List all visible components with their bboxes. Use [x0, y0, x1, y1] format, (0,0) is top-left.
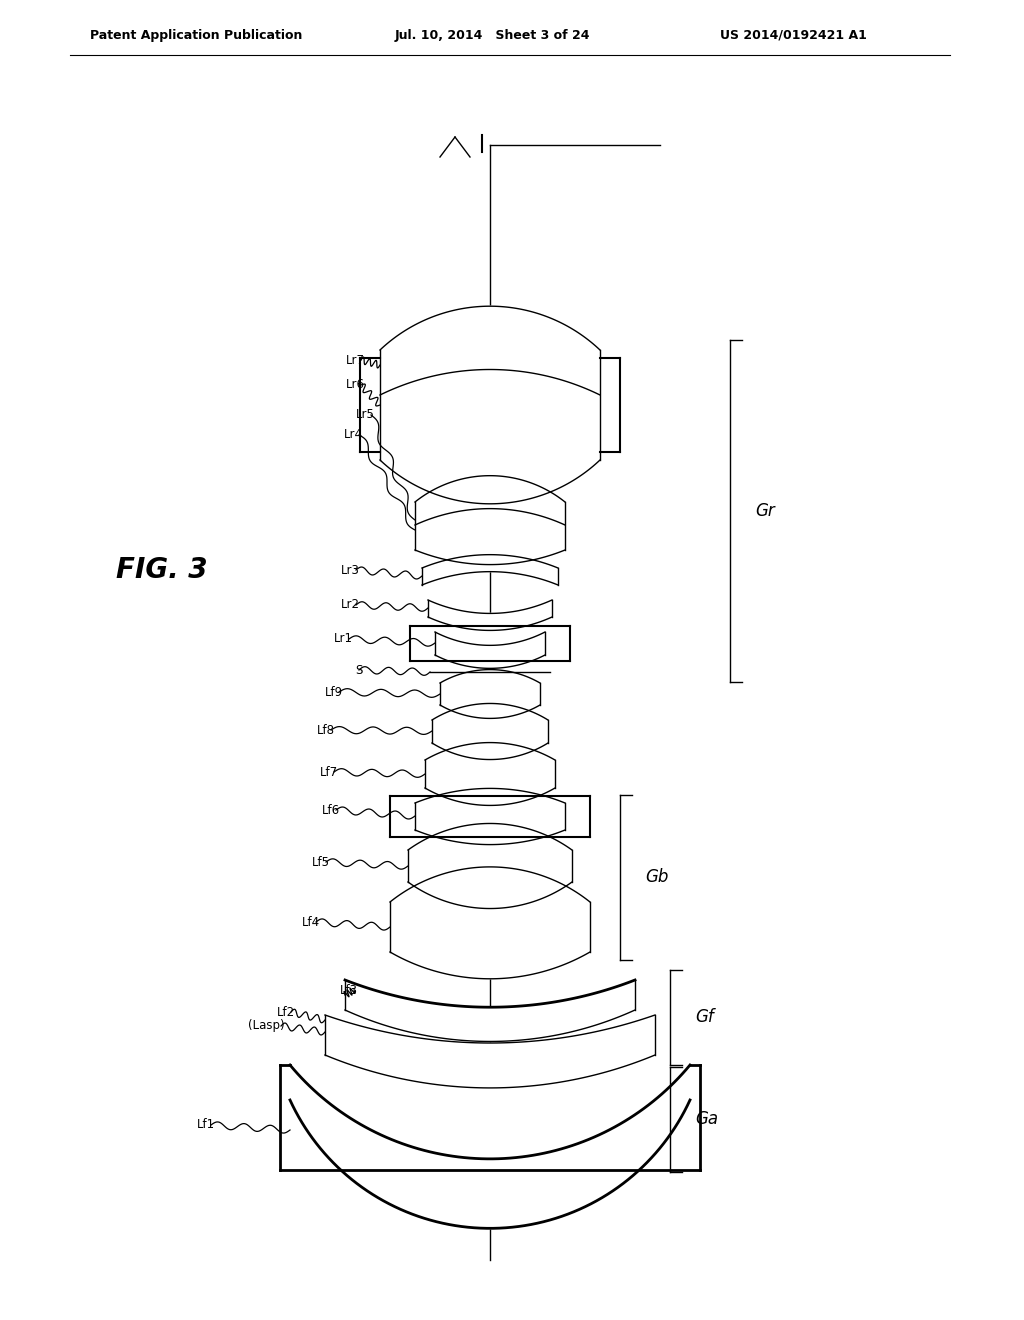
Text: Lf9: Lf9: [325, 685, 343, 698]
Text: Lf2: Lf2: [276, 1006, 295, 1019]
Text: Lf8: Lf8: [317, 723, 335, 737]
Polygon shape: [408, 824, 572, 908]
Text: Gb: Gb: [645, 869, 669, 887]
Text: Lf1: Lf1: [197, 1118, 215, 1131]
Polygon shape: [428, 601, 552, 631]
Text: Lr5: Lr5: [356, 408, 375, 421]
Text: Lf3: Lf3: [340, 983, 358, 997]
Text: Lf5: Lf5: [312, 855, 330, 869]
Text: Lr6: Lr6: [346, 379, 365, 392]
Polygon shape: [380, 306, 600, 504]
Polygon shape: [435, 632, 545, 668]
Text: Ga: Ga: [695, 1110, 718, 1129]
Polygon shape: [410, 626, 570, 661]
Text: Gf: Gf: [695, 1008, 714, 1027]
Text: Jul. 10, 2014   Sheet 3 of 24: Jul. 10, 2014 Sheet 3 of 24: [395, 29, 591, 41]
Text: Lf6: Lf6: [322, 804, 340, 817]
Text: Lr4: Lr4: [344, 429, 362, 441]
Polygon shape: [280, 1065, 700, 1170]
Polygon shape: [422, 554, 558, 585]
Polygon shape: [440, 669, 540, 718]
Polygon shape: [415, 475, 565, 565]
Text: Lf7: Lf7: [319, 766, 338, 779]
Text: Lr1: Lr1: [334, 632, 353, 645]
Polygon shape: [345, 979, 635, 1041]
Polygon shape: [390, 867, 590, 979]
Text: Patent Application Publication: Patent Application Publication: [90, 29, 302, 41]
Polygon shape: [425, 743, 555, 805]
Polygon shape: [432, 704, 548, 759]
Text: S: S: [355, 664, 362, 676]
Text: Lr3: Lr3: [341, 564, 360, 577]
Text: Lr2: Lr2: [341, 598, 360, 611]
Polygon shape: [325, 1015, 655, 1088]
Polygon shape: [415, 788, 565, 845]
Polygon shape: [390, 796, 590, 837]
Text: Gr: Gr: [755, 502, 775, 520]
Text: US 2014/0192421 A1: US 2014/0192421 A1: [720, 29, 867, 41]
Text: (Lasp): (Lasp): [249, 1019, 285, 1032]
Text: Lr7: Lr7: [346, 354, 365, 367]
Text: Lf4: Lf4: [302, 916, 319, 928]
Text: FIG. 3: FIG. 3: [117, 556, 208, 583]
